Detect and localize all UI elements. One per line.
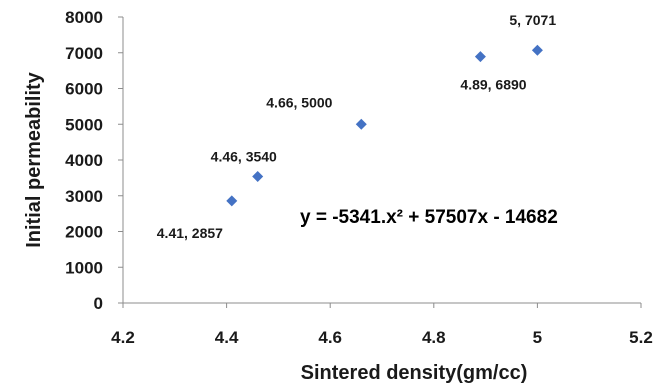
- y-tick-label: 8000: [65, 8, 103, 27]
- y-tick-label: 3000: [65, 187, 103, 206]
- y-tick-label: 2000: [65, 223, 103, 242]
- data-point: [226, 195, 238, 207]
- y-axis-title: Initial permeability: [23, 71, 45, 247]
- x-tick-label: 4.8: [422, 328, 446, 347]
- x-tick-label: 4.4: [215, 328, 239, 347]
- x-axis-title: Sintered density(gm/cc): [301, 362, 528, 384]
- data-point: [252, 170, 264, 182]
- data-point: [474, 51, 486, 63]
- data-label: 4.41, 2857: [157, 225, 223, 241]
- trendline-equation: y = -5341.x² + 57507x - 14682: [300, 207, 558, 228]
- y-tick-label: 7000: [65, 44, 103, 63]
- data-point: [531, 44, 543, 56]
- data-label: 5, 7071: [509, 12, 556, 28]
- x-tick-label: 4.6: [318, 328, 342, 347]
- y-tick-label: 1000: [65, 258, 103, 277]
- data-point: [355, 118, 367, 130]
- data-label: 4.66, 5000: [266, 94, 332, 110]
- y-tick-label: 6000: [65, 80, 103, 99]
- y-tick-label: 4000: [65, 151, 103, 170]
- data-label: 4.46, 3540: [211, 148, 277, 164]
- data-label: 4.89, 6890: [460, 77, 526, 93]
- y-tick-label: 5000: [65, 115, 103, 134]
- x-tick-label: 4.2: [111, 328, 135, 347]
- x-tick-label: 5: [533, 328, 542, 347]
- y-tick-label: 0: [94, 294, 103, 313]
- x-tick-label: 5.2: [629, 328, 653, 347]
